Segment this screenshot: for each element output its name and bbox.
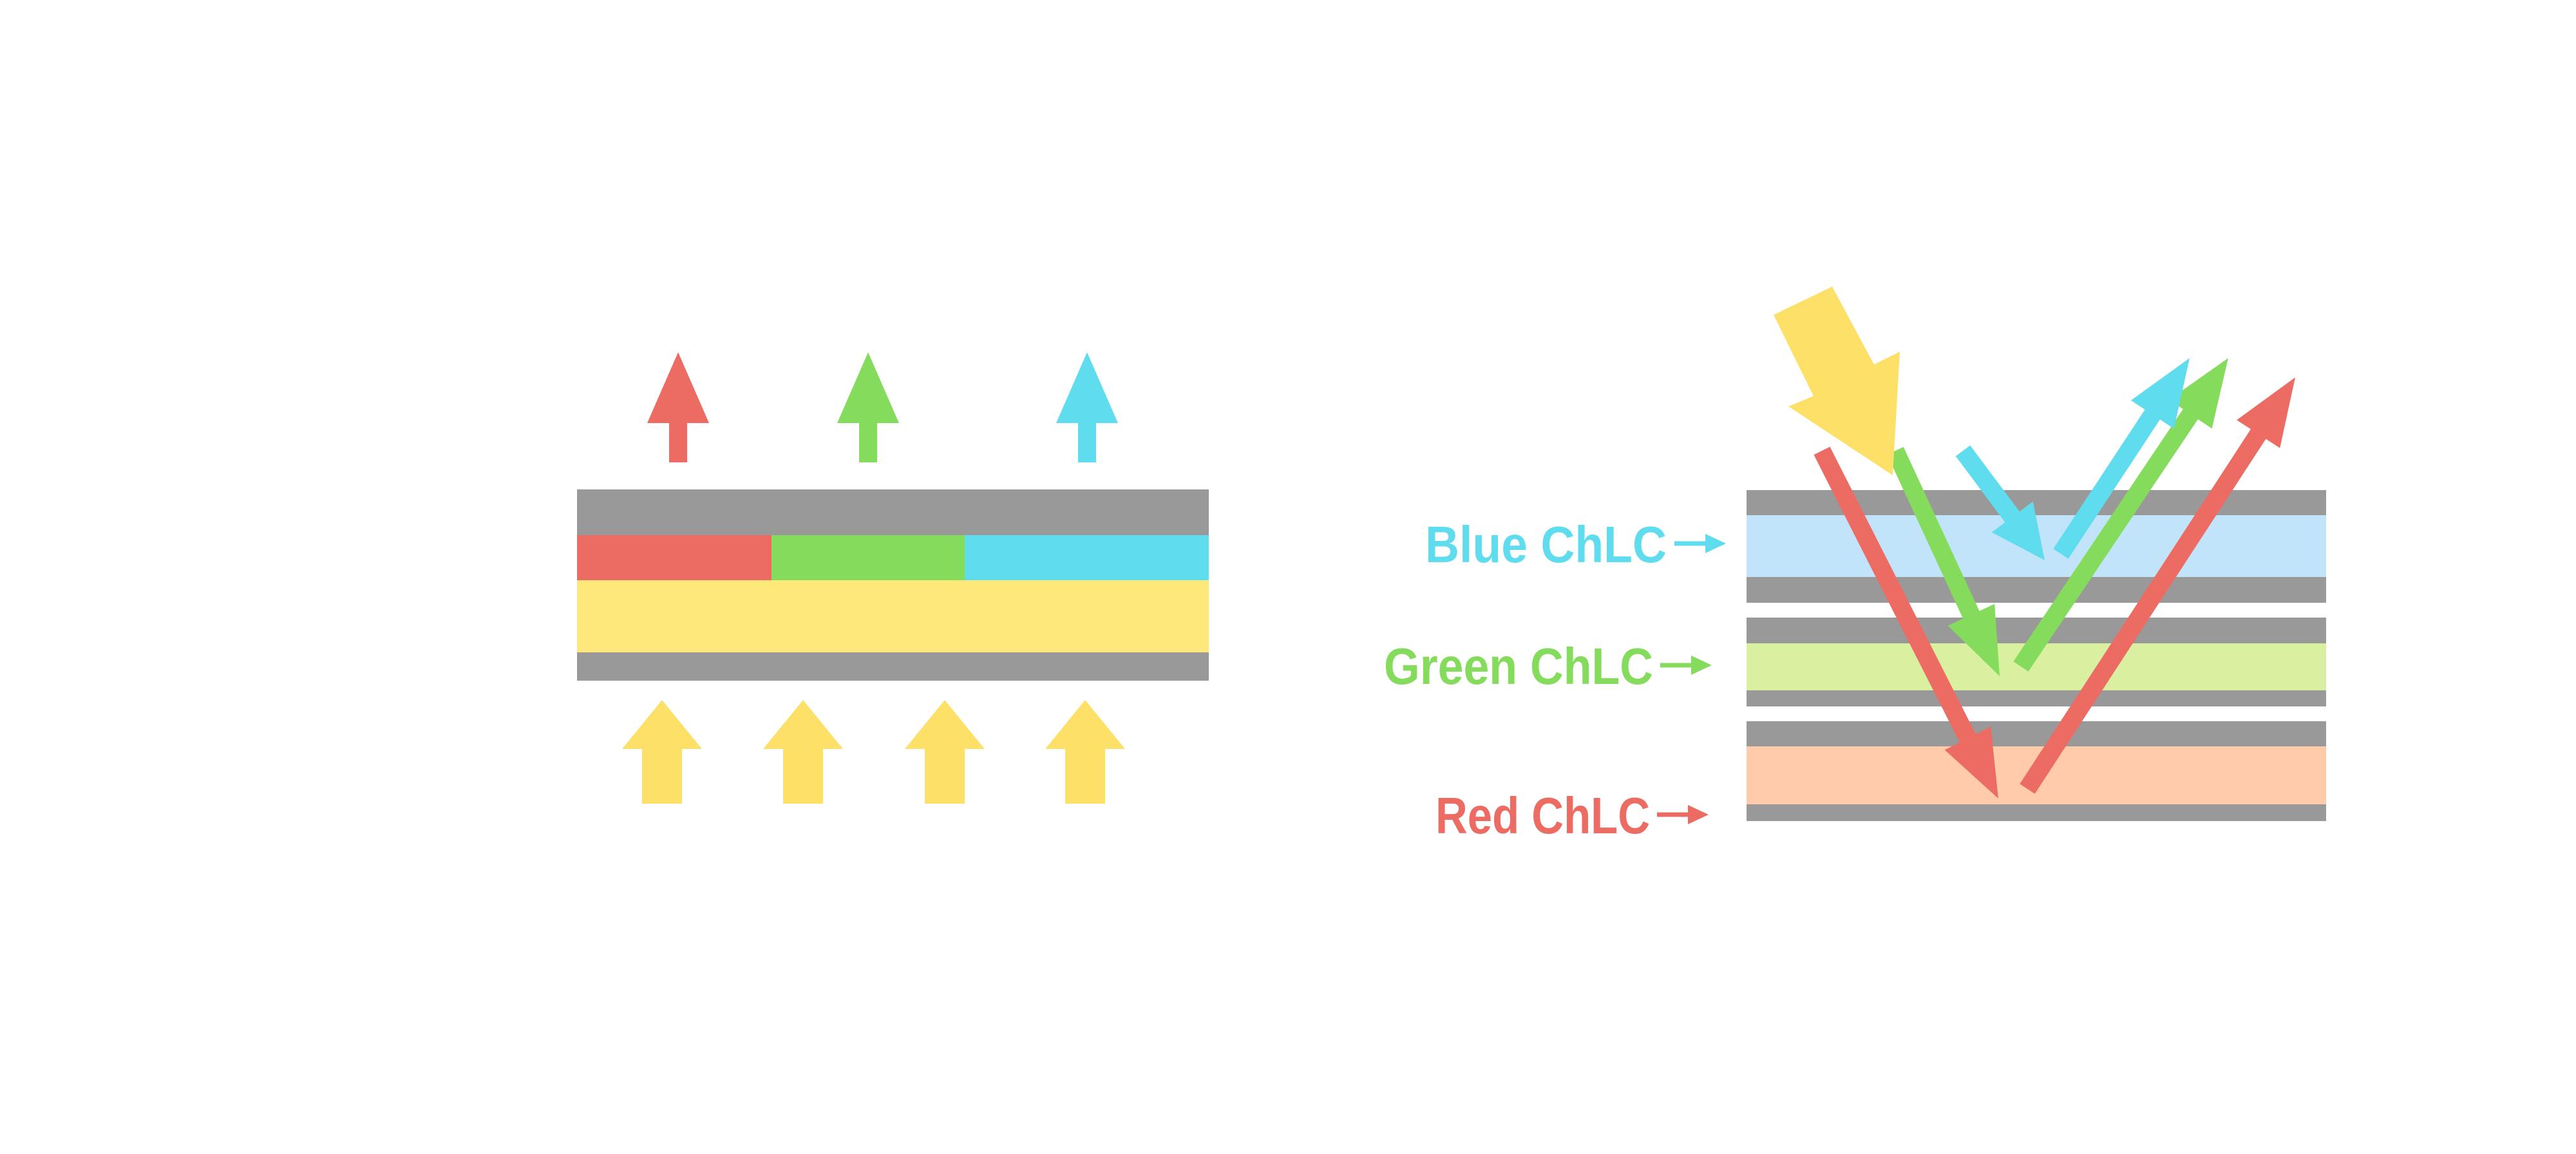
- svg-text:Red ChLC: Red ChLC: [1435, 787, 1650, 844]
- svg-text:Green ChLC: Green ChLC: [1384, 638, 1653, 695]
- svg-text:Blue ChLC: Blue ChLC: [1425, 516, 1667, 573]
